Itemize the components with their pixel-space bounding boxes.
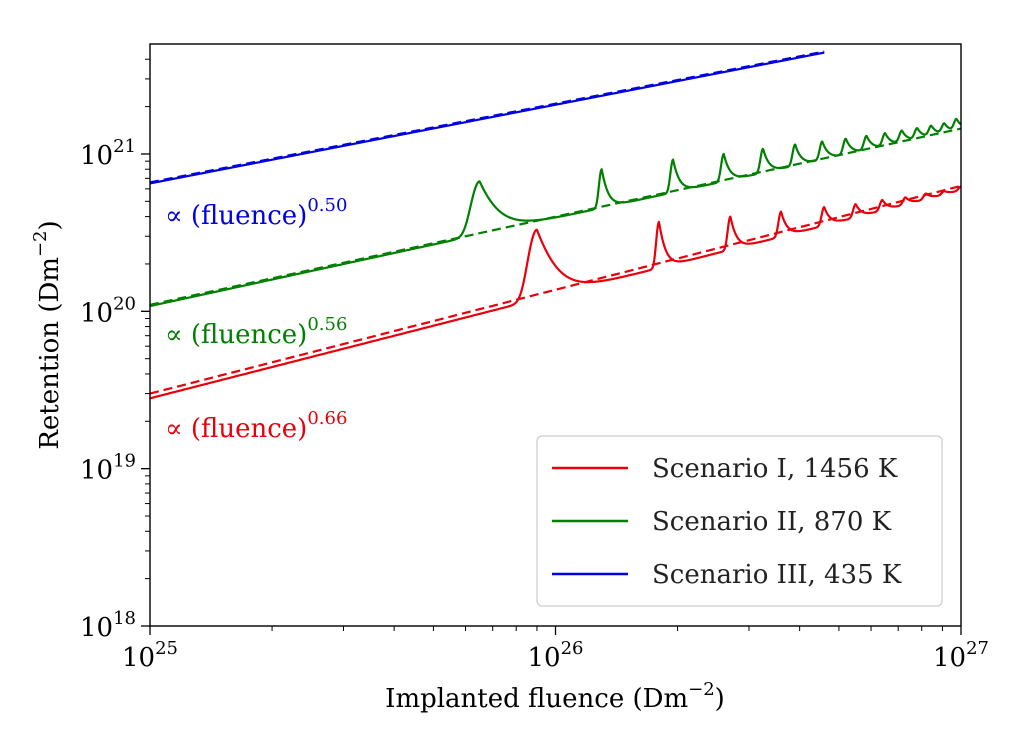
fit-annotation-0.50: ∝ (fluence)0.50 [165,195,347,231]
fit-annotations: ∝ (fluence)0.50 ∝ (fluence)0.56 ∝ (fluence… [165,195,347,444]
series-line-scenario-1 [149,185,962,400]
legend-box [536,435,943,607]
series-layer [149,50,962,400]
y-tick-label: 1020 [80,293,136,328]
series-line-scenario-3 [149,51,825,185]
fit-annotation-0.56: ∝ (fluence)0.56 [165,314,347,350]
legend-label-scenario-1: Scenario I, 1456 K [652,454,898,484]
y-tick-label: 1019 [80,451,136,486]
legend-label-scenario-3: Scenario III, 435 K [652,560,902,590]
legend: Scenario I, 1456 K Scenario II, 870 K Sc… [536,435,943,607]
x-axis-title: Implanted fluence (Dm−2) [385,679,725,714]
y-axis-title: Retention (Dm−2) [30,220,65,449]
x-tick-label: 1025 [122,638,178,673]
x-tick-label: 1027 [933,638,989,673]
series-line-scenario-2 [149,117,962,308]
axis-ticks: 1025 1026 1027 1018 1019 1020 1021 [80,58,989,673]
x-tick-label: 1026 [528,638,584,673]
y-tick-label: 1018 [80,608,136,643]
y-tick-label: 1021 [80,136,136,171]
legend-label-scenario-2: Scenario II, 870 K [652,507,892,537]
fit-annotation-0.66: ∝ (fluence)0.66 [165,408,347,444]
